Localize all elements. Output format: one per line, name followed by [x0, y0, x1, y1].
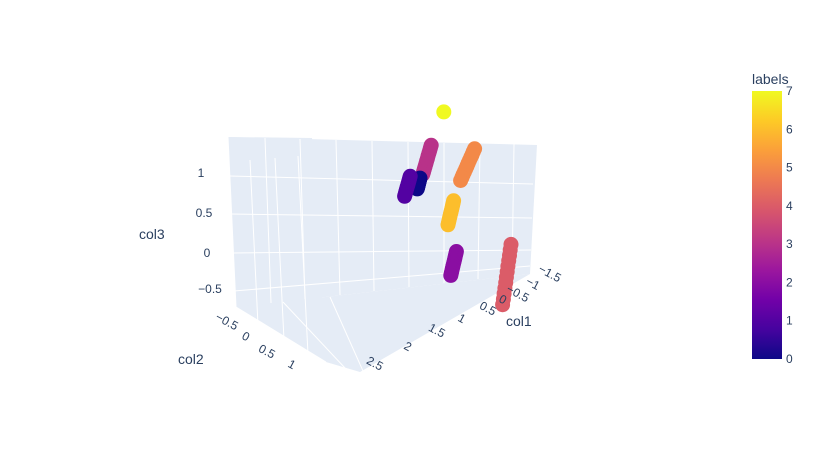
y-axis-title: col2 — [178, 351, 204, 367]
z-tick-label: 1 — [198, 166, 205, 180]
left-wall-grid-line — [274, 157, 285, 341]
grid-lines — [227, 136, 534, 372]
data-point-label-7 — [436, 104, 452, 120]
colorbar-tick-label: 7 — [786, 84, 793, 98]
back-wall-grid-line — [228, 175, 534, 185]
back-wall-grid-line — [227, 136, 237, 308]
scene-panes — [228, 137, 537, 372]
back-wall-grid-line — [231, 249, 532, 254]
left-wall-grid-line — [249, 159, 259, 326]
back-wall-grid-line — [335, 139, 341, 296]
floor-pane — [236, 274, 530, 372]
colorbar-tick-label: 4 — [786, 199, 793, 213]
floor-grid-line — [235, 306, 327, 363]
data-points — [397, 104, 519, 313]
colorbar-tick-label: 6 — [786, 122, 793, 136]
back-wall-grid-line — [407, 141, 410, 288]
left-wall-grid-line — [297, 155, 309, 355]
z-tick-label: −0.5 — [198, 282, 222, 296]
colorbar-ticks: 0 1 2 3 4 5 6 7 — [786, 84, 793, 366]
colorbar-tick-label: 5 — [786, 161, 793, 175]
floor-grid-line — [329, 296, 364, 372]
data-point-label-6 — [440, 217, 456, 233]
z-tick-label: 0 — [204, 246, 211, 260]
y-tick-label: −0.5 — [213, 310, 241, 334]
x-tick-label: −1 — [524, 274, 543, 293]
data-point-label-1 — [397, 188, 413, 204]
colorbar-tick-label: 3 — [786, 237, 793, 251]
colorbar-tick-label: 0 — [786, 352, 793, 366]
back-wall-grid-line — [264, 137, 272, 304]
back-wall-grid-line — [229, 213, 533, 219]
y-tick-label: 1 — [286, 357, 299, 373]
data-point-label-2 — [443, 267, 459, 283]
back-wall-grid-line — [477, 143, 481, 280]
data-point-label-4 — [495, 297, 511, 313]
colorbar-tick-label: 1 — [786, 314, 793, 328]
z-tick-label: 0.5 — [196, 206, 213, 220]
colorbar-gradient — [752, 91, 782, 359]
colorbar-tick-label: 2 — [786, 275, 793, 289]
colorbar-title: labels — [752, 71, 789, 87]
z-axis-title: col3 — [139, 226, 165, 242]
x-axis-title: col1 — [506, 313, 532, 329]
back-wall-grid-line — [233, 265, 531, 292]
y-tick-label: 0.5 — [256, 341, 278, 361]
colorbar: labels 0 1 2 3 4 5 6 7 — [752, 71, 793, 366]
floor-grid-line — [282, 301, 346, 369]
y-tick-label: 0 — [240, 329, 253, 345]
data-point-label-5 — [453, 173, 469, 188]
